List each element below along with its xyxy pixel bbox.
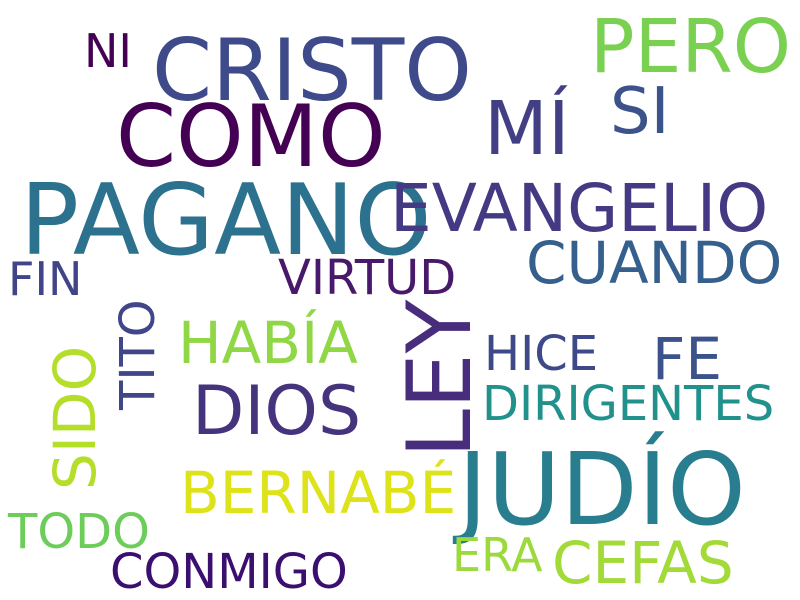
word-conmigo: CONMIGO: [110, 544, 348, 600]
word-habia: HABÍA: [178, 309, 358, 377]
word-ni: NI: [84, 24, 132, 78]
word-ley: LEY: [388, 299, 491, 458]
word-sido: SIDO: [41, 345, 109, 490]
word-si: SI: [610, 75, 670, 149]
word-dios: DIOS: [192, 372, 362, 451]
word-era: ERA: [452, 528, 543, 582]
word-mi: MÍ: [484, 86, 570, 172]
word-todo: TODO: [8, 504, 150, 560]
word-hice: HICE: [484, 326, 599, 382]
word-como: COMO: [116, 87, 386, 187]
word-fe: FE: [652, 325, 723, 393]
word-fin: FIN: [8, 252, 83, 306]
word-evangelio: EVANGELIO: [390, 170, 769, 247]
word-cristo: CRISTO: [152, 21, 472, 121]
word-cuando: CUANDO: [526, 229, 783, 297]
word-bernabe: BERNABÉ: [180, 459, 457, 527]
word-tito: TITO: [110, 299, 166, 410]
word-cefas: CEFAS: [552, 529, 734, 597]
word-pero: PERO: [590, 4, 792, 90]
word-virtud: VIRTUD: [278, 250, 457, 306]
word-pagano: PAGANO: [20, 164, 432, 278]
word-dirigentes: DIRIGENTES: [482, 376, 775, 432]
word-judio: JUDÍO: [458, 431, 746, 548]
